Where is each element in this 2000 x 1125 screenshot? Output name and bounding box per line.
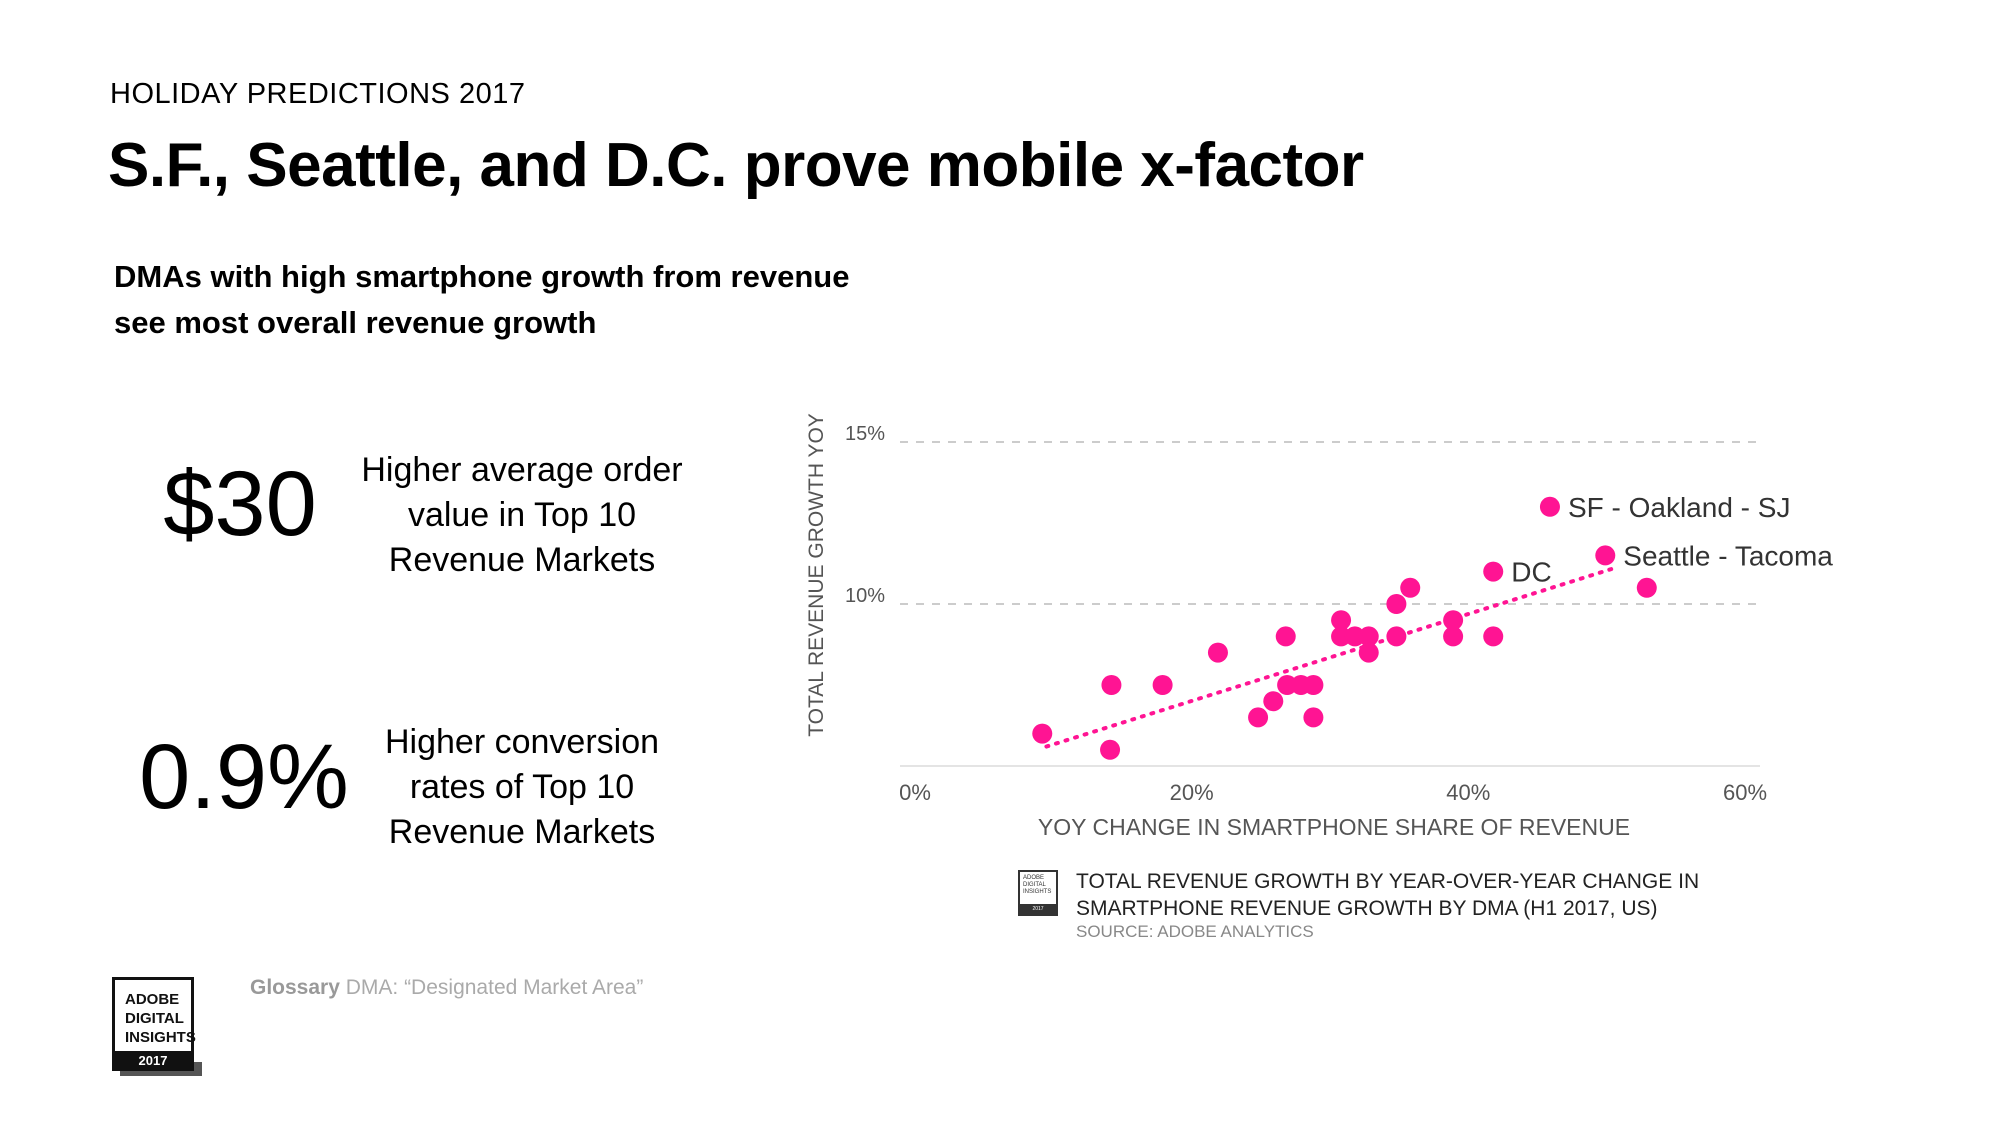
data-point	[1443, 610, 1464, 631]
data-point	[1032, 723, 1053, 744]
x-axis-label: YOY CHANGE IN SMARTPHONE SHARE OF REVENU…	[1038, 814, 1630, 840]
data-point	[1386, 626, 1407, 647]
chart-caption: TOTAL REVENUE GROWTH BY YEAR-OVER-YEAR C…	[1076, 868, 1716, 922]
data-point	[1358, 626, 1379, 647]
data-point	[1207, 642, 1228, 663]
chart-point-labels: DC SF - Oakland - SJ Seattle - Tacoma	[1511, 492, 1833, 588]
data-point	[1400, 577, 1421, 598]
chart-note-badge-line-3: INSIGHTS	[1023, 889, 1052, 895]
trendline	[1044, 566, 1616, 749]
x-tick-label: 20%	[1170, 780, 1214, 805]
chart-trendline	[1044, 566, 1616, 749]
data-point	[1483, 626, 1504, 647]
stat-conversion-value: 0.9%	[139, 726, 349, 828]
data-point	[1331, 610, 1352, 631]
chart-grid	[900, 441, 1760, 605]
logo-line-2: DIGITAL	[125, 1010, 184, 1027]
chart-caption-line-1: TOTAL REVENUE GROWTH BY YEAR-OVER-YEAR C…	[1076, 870, 1700, 893]
chart-note-badge: ADOBE DIGITAL INSIGHTS 2017	[1018, 870, 1058, 916]
data-point	[1263, 691, 1284, 712]
stat-conversion-line-2: rates of Top 10	[409, 768, 635, 806]
y-tick-label: 10%	[845, 585, 885, 607]
chart-points	[1032, 496, 1657, 760]
data-point	[1344, 626, 1365, 647]
chart-axes: 15% 10% 0% 20% 40% 60%	[845, 423, 1767, 805]
subtitle-line-2: see most overall revenue growth	[114, 305, 597, 340]
glossary-text: DMA: “Designated Market Area”	[345, 976, 644, 999]
stat-conversion-line-3: Revenue Markets	[388, 813, 656, 851]
glossary-label: Glossary	[250, 976, 340, 999]
logo-line-3: INSIGHTS	[125, 1029, 196, 1046]
point-label: SF - Oakland - SJ	[1568, 492, 1791, 523]
data-point	[1100, 739, 1121, 760]
data-point	[1277, 675, 1298, 695]
stat-aov-line-3: Revenue Markets	[388, 541, 656, 579]
data-point	[1303, 675, 1324, 695]
data-point	[1152, 675, 1173, 695]
data-point	[1303, 707, 1324, 728]
x-tick-label: 0%	[899, 780, 931, 805]
y-axis-label: TOTAL REVENUE GROWTH YOY	[805, 413, 828, 737]
data-point	[1636, 577, 1657, 598]
page-title: S.F., Seattle, and D.C. prove mobile x-f…	[108, 131, 1364, 200]
x-tick-label: 40%	[1446, 780, 1490, 805]
data-point	[1248, 707, 1269, 728]
logo-year: 2017	[115, 1051, 191, 1071]
point-label: DC	[1511, 557, 1551, 588]
chart-caption-line-2: SMARTPHONE REVENUE GROWTH BY DMA (H1 201…	[1076, 897, 1658, 920]
data-point	[1386, 594, 1407, 614]
stat-conversion-line-1: Higher conversion	[384, 723, 660, 761]
adobe-digital-insights-logo: ADOBE DIGITAL INSIGHTS 2017	[112, 977, 196, 1071]
logo-line-1: ADOBE	[125, 991, 180, 1008]
page-subtitle: DMAs with high smartphone growth from re…	[114, 254, 1014, 346]
data-point	[1595, 545, 1616, 566]
data-point	[1331, 626, 1352, 647]
chart-note-badge-line-2: DIGITAL	[1023, 882, 1046, 888]
stat-aov-line-1: Higher average order	[361, 451, 683, 489]
stat-aov-line-2: value in Top 10	[407, 496, 637, 534]
stat-aov-description: Higher average order value in Top 10 Rev…	[352, 448, 692, 583]
stat-aov-value: $30	[163, 453, 317, 555]
point-label: Seattle - Tacoma	[1623, 540, 1833, 571]
data-point	[1483, 561, 1504, 582]
chart-source: SOURCE: ADOBE ANALYTICS	[1076, 922, 1314, 941]
data-point	[1443, 626, 1464, 647]
glossary-note: Glossary DMA: “Designated Market Area”	[250, 976, 643, 1000]
x-tick-label: 60%	[1723, 780, 1767, 805]
stat-conversion-description: Higher conversion rates of Top 10 Revenu…	[352, 720, 692, 855]
subtitle-line-1: DMAs with high smartphone growth from re…	[114, 259, 850, 294]
data-point	[1539, 496, 1560, 517]
y-tick-label: 15%	[845, 423, 885, 445]
chart-note-badge-year: 2017	[1020, 904, 1056, 914]
data-point	[1101, 675, 1122, 695]
data-point	[1358, 642, 1379, 663]
eyebrow-label: HOLIDAY PREDICTIONS 2017	[110, 78, 526, 110]
data-point	[1275, 626, 1296, 647]
chart-note-badge-line-1: ADOBE	[1023, 875, 1045, 881]
